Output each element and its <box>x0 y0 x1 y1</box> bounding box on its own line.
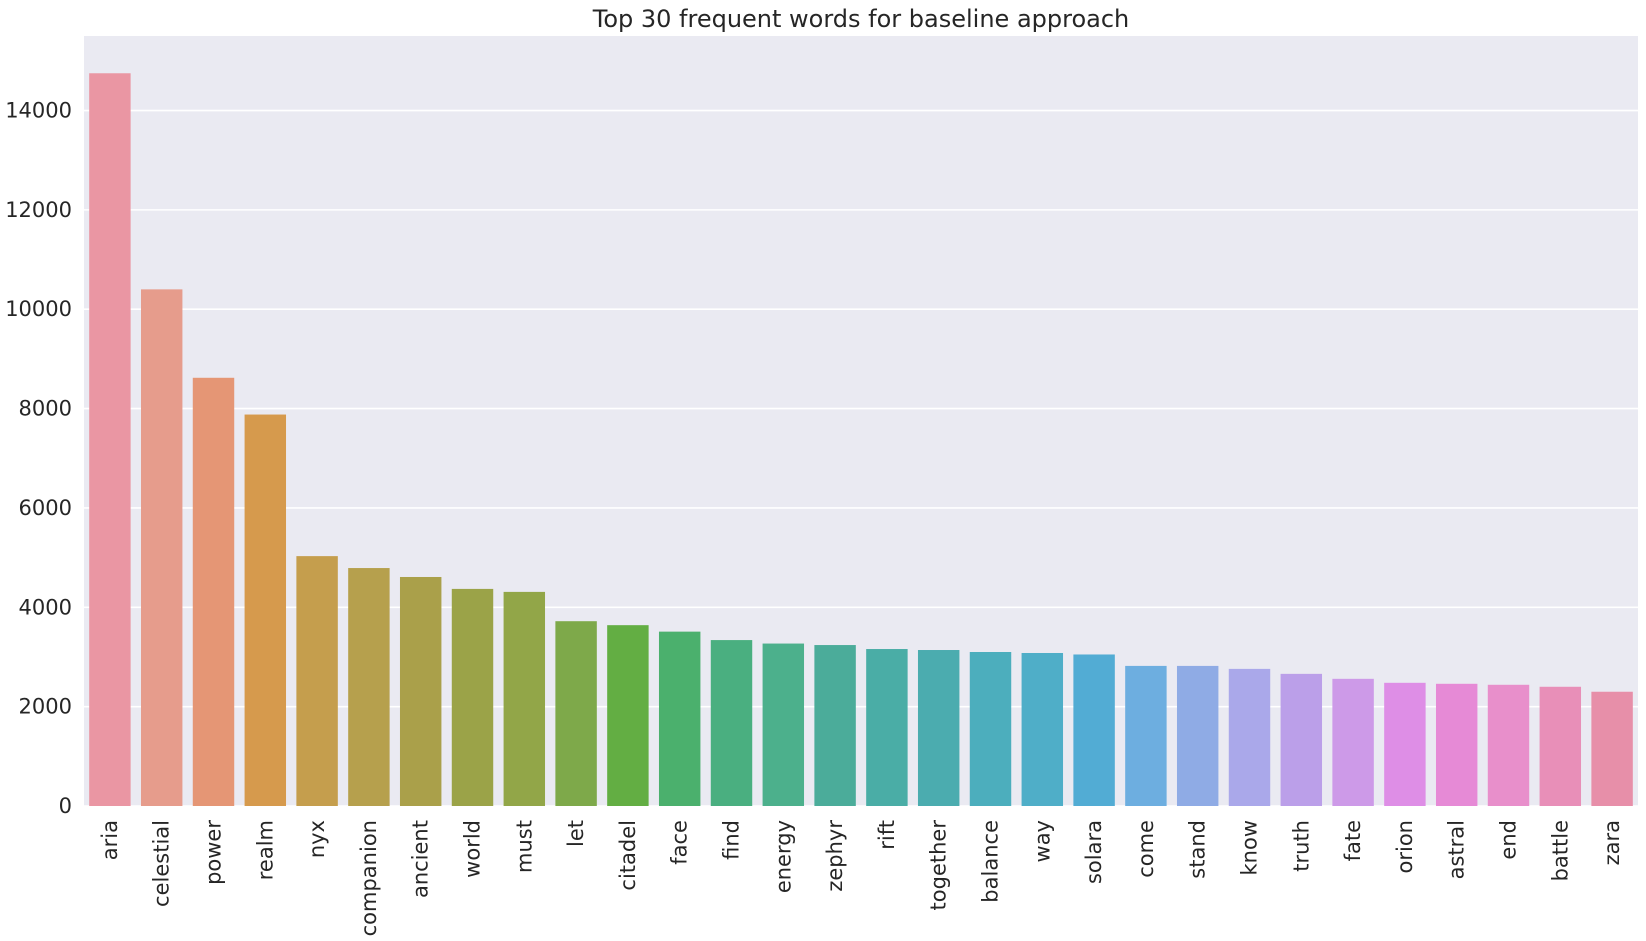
bar-know <box>1228 668 1271 806</box>
bar-power <box>192 377 235 806</box>
x-tick-label: fate <box>1341 820 1365 861</box>
bar-realm <box>244 414 287 806</box>
x-tick-label: orion <box>1393 820 1417 873</box>
bar-must <box>503 591 546 806</box>
x-tick-label: companion <box>357 820 381 936</box>
x-tick-label: battle <box>1548 820 1572 881</box>
y-tick-label: 14000 <box>5 99 72 123</box>
x-tick-label: must <box>512 820 536 873</box>
bar-companion <box>348 568 390 806</box>
x-tick-label: come <box>1134 820 1158 878</box>
gridlines <box>84 109 1638 807</box>
x-tick-label: balance <box>979 820 1003 903</box>
bar-fate <box>1332 678 1374 806</box>
y-tick-label: 2000 <box>19 695 72 719</box>
y-tick-label: 10000 <box>5 297 72 321</box>
x-tick-label: face <box>668 820 692 865</box>
bar-ancient <box>399 576 442 806</box>
x-tick-label: stand <box>1186 820 1210 879</box>
x-tick-label: together <box>927 820 951 911</box>
y-axis-ticks: 0 2000 4000 6000 8000 10000 12000 14000 <box>5 99 72 818</box>
bar-zephyr <box>814 645 856 806</box>
bar-face <box>658 631 701 806</box>
bar-stand <box>1176 665 1219 806</box>
bar-world <box>451 588 494 806</box>
bar-energy <box>762 643 805 806</box>
bar-way <box>1021 652 1064 806</box>
x-tick-label: aria <box>98 820 122 860</box>
x-tick-label: find <box>720 820 744 860</box>
x-tick-label: power <box>202 820 226 885</box>
x-tick-label: way <box>1030 820 1054 862</box>
x-tick-label: astral <box>1445 820 1469 879</box>
x-tick-label: citadel <box>616 820 640 891</box>
bar-together <box>917 650 960 806</box>
bars <box>89 73 1633 807</box>
x-tick-label: end <box>1497 820 1521 860</box>
x-tick-label: celestial <box>150 820 174 907</box>
x-tick-label: world <box>461 820 485 878</box>
x-tick-label: know <box>1238 820 1262 876</box>
x-tick-label: solara <box>1082 820 1106 884</box>
bar-balance <box>969 652 1012 806</box>
bar-end <box>1487 684 1530 806</box>
x-tick-label: let <box>564 820 588 847</box>
bar-astral <box>1435 683 1478 806</box>
x-tick-label: ancient <box>409 820 433 898</box>
x-tick-label: truth <box>1289 820 1313 872</box>
bar-rift <box>866 649 908 806</box>
bar-orion <box>1384 682 1426 806</box>
x-tick-label: nyx <box>305 820 329 858</box>
y-tick-label: 4000 <box>19 595 72 619</box>
bar-let <box>555 621 597 806</box>
chart-title: Top 30 frequent words for baseline appro… <box>592 5 1130 33</box>
bar-find <box>710 640 753 806</box>
bar-battle <box>1539 686 1582 806</box>
bar-nyx <box>296 556 338 806</box>
bar-citadel <box>607 625 649 806</box>
bar-celestial <box>140 289 183 806</box>
bar-solara <box>1073 654 1115 806</box>
x-tick-label: zephyr <box>823 820 847 892</box>
plot-background <box>84 36 1638 806</box>
x-tick-label: zara <box>1600 820 1624 865</box>
x-tick-label: rift <box>875 820 899 850</box>
x-tick-label: realm <box>253 820 277 880</box>
bar-truth <box>1280 673 1323 806</box>
bar-zara <box>1591 691 1633 806</box>
x-axis-ticks: aria celestial power realm nyx companion ancie… <box>98 820 1624 937</box>
bar-aria <box>89 73 131 807</box>
y-tick-label: 6000 <box>19 496 72 520</box>
y-tick-label: 12000 <box>5 198 72 222</box>
y-tick-label: 8000 <box>19 397 72 421</box>
x-tick-label: energy <box>771 820 795 893</box>
bar-come <box>1125 665 1167 806</box>
y-tick-label: 0 <box>59 794 72 818</box>
